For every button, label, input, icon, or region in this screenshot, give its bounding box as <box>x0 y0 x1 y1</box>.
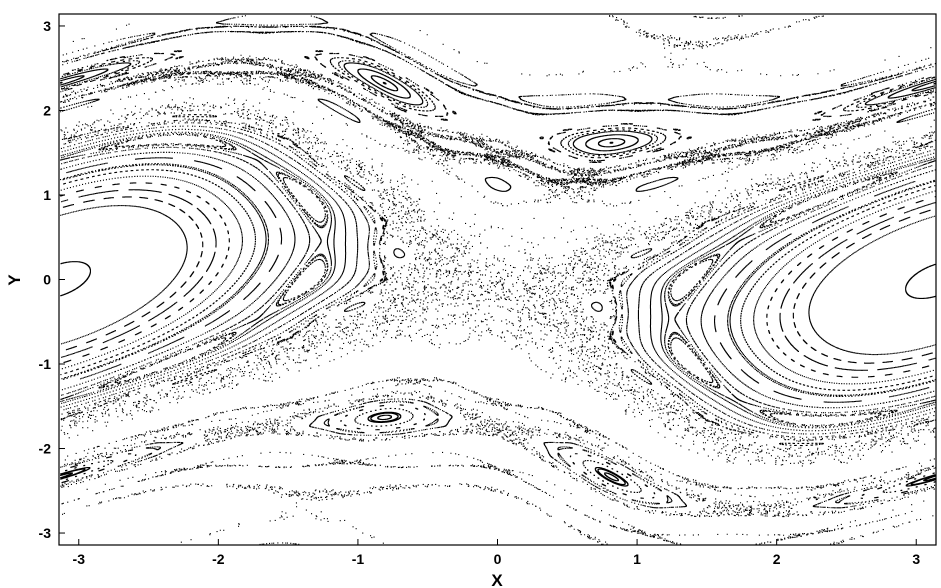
y-tick-label: 3 <box>43 18 51 34</box>
y-tick-label: 0 <box>43 272 51 288</box>
x-tick-label: 1 <box>633 551 641 567</box>
y-axis-label: Y <box>5 274 24 286</box>
x-tick-label: -3 <box>73 551 86 567</box>
x-tick-label: 0 <box>494 551 502 567</box>
x-tick-label: 3 <box>912 551 920 567</box>
y-tick-label: -3 <box>39 525 52 541</box>
x-tick-label: -1 <box>352 551 365 567</box>
y-tick-label: 1 <box>43 187 51 203</box>
x-tick-label: 2 <box>773 551 781 567</box>
plot-frame <box>58 13 937 546</box>
x-tick-label: -2 <box>212 551 225 567</box>
x-axis-ticks: -3 -2 -1 0 1 2 3 <box>73 539 920 567</box>
y-axis-ticks: -3 -2 -1 0 1 2 3 <box>39 18 65 541</box>
y-tick-label: -1 <box>39 356 52 372</box>
y-tick-label: -2 <box>39 441 52 457</box>
x-axis-label: X <box>491 571 503 588</box>
y-tick-label: 2 <box>43 102 51 118</box>
